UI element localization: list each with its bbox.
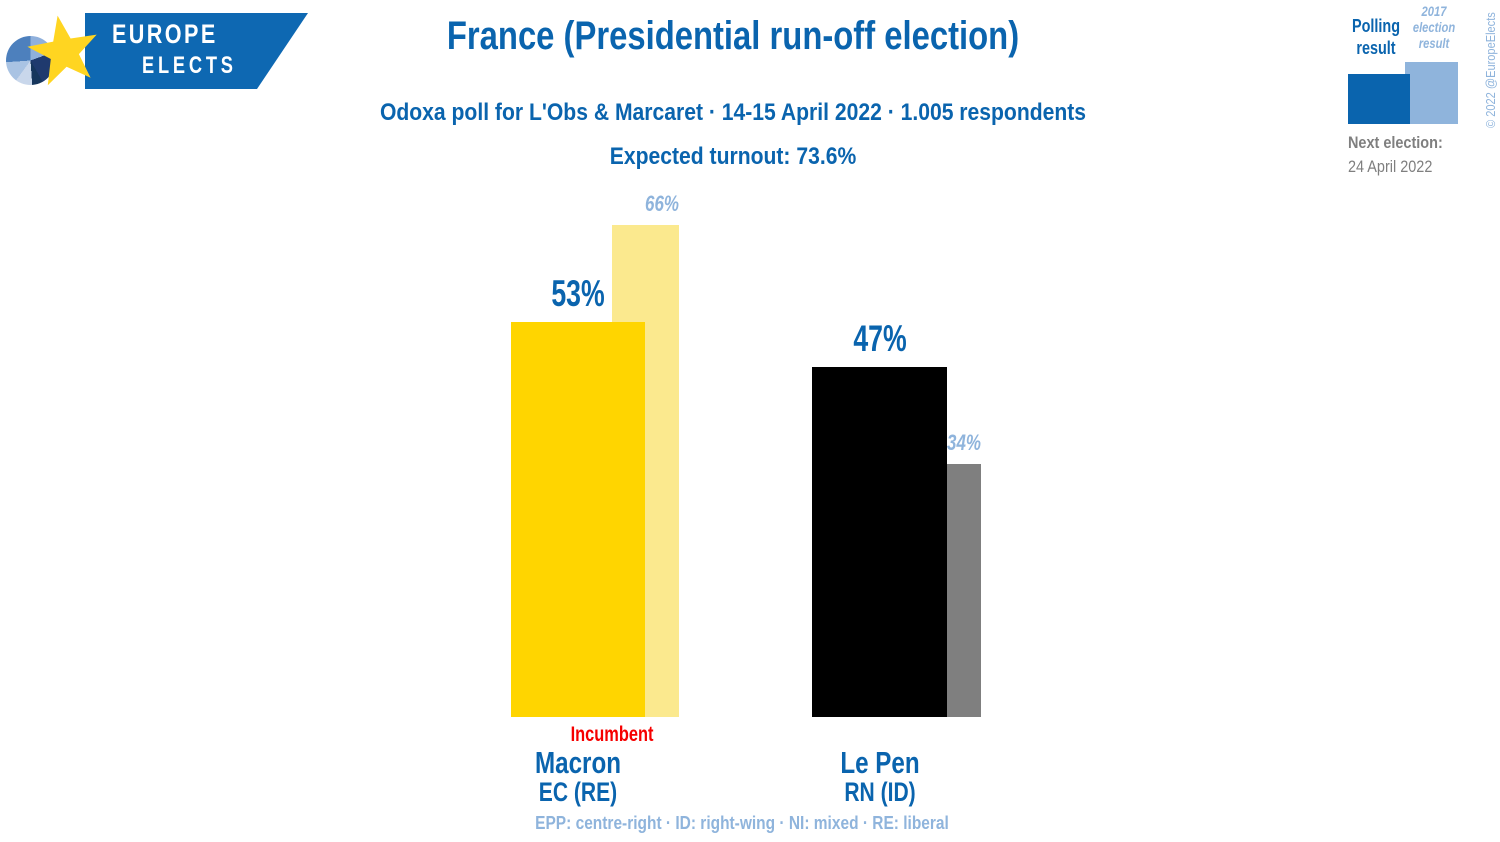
candidate-name: Le Pen: [839, 745, 920, 780]
star-icon: [27, 15, 97, 86]
legend-previous-label: 2017 election result: [1412, 3, 1456, 51]
incumbent-tag: Incumbent: [570, 723, 654, 746]
previous-value-label: 34%: [947, 430, 981, 455]
legend-previous-swatch: [1405, 62, 1458, 124]
candidate-party: RN (ID): [843, 777, 916, 807]
turnout-note: Expected turnout: 73.6%: [609, 143, 857, 170]
poll-subtitle: Odoxa poll for L'Obs & Marcaret · 14-15 …: [379, 99, 1087, 126]
next-election-label: Next election:: [1348, 133, 1443, 152]
previous-value-label: 66%: [645, 191, 679, 216]
polling-value-label: 47%: [852, 318, 907, 359]
polling-value-label: 53%: [551, 273, 605, 314]
next-election-date: 24 April 2022: [1348, 157, 1433, 176]
brand-line1: EUROPE: [112, 19, 218, 49]
candidate-name: Macron: [535, 745, 621, 780]
brand-line2: ELECTS: [142, 52, 237, 79]
page-title: France (Presidential run-off election): [446, 14, 1020, 58]
polling-result-bar: [511, 322, 645, 717]
party-glossary: EPP: centre-right · ID: right-wing · NI:…: [535, 813, 949, 833]
polling-result-bar: [812, 367, 947, 717]
legend-polling-swatch: [1348, 74, 1410, 124]
candidate-party: EC (RE): [538, 777, 618, 807]
legend-polling-label: Polling result: [1352, 16, 1400, 58]
